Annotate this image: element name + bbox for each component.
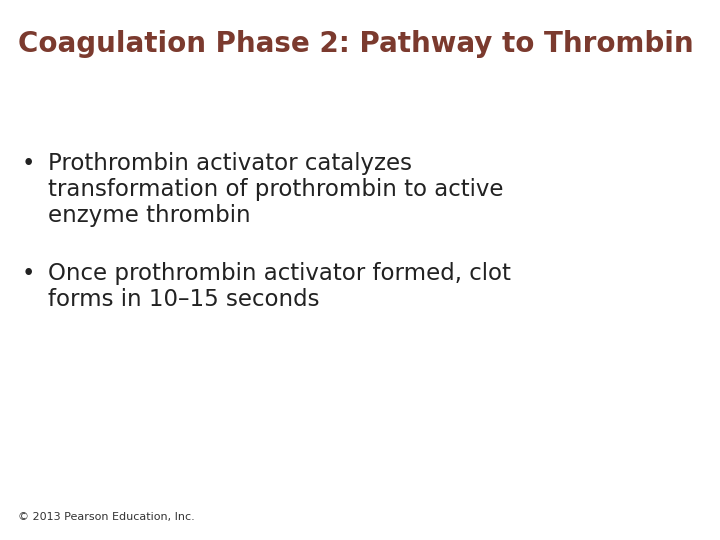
Text: Coagulation Phase 2: Pathway to Thrombin: Coagulation Phase 2: Pathway to Thrombin <box>18 30 693 58</box>
Text: •: • <box>22 262 35 285</box>
Text: enzyme thrombin: enzyme thrombin <box>48 204 251 227</box>
Text: forms in 10–15 seconds: forms in 10–15 seconds <box>48 288 320 311</box>
Text: © 2013 Pearson Education, Inc.: © 2013 Pearson Education, Inc. <box>18 512 194 522</box>
Text: •: • <box>22 152 35 175</box>
Text: Once prothrombin activator formed, clot: Once prothrombin activator formed, clot <box>48 262 511 285</box>
Text: transformation of prothrombin to active: transformation of prothrombin to active <box>48 178 503 201</box>
Text: Prothrombin activator catalyzes: Prothrombin activator catalyzes <box>48 152 412 175</box>
